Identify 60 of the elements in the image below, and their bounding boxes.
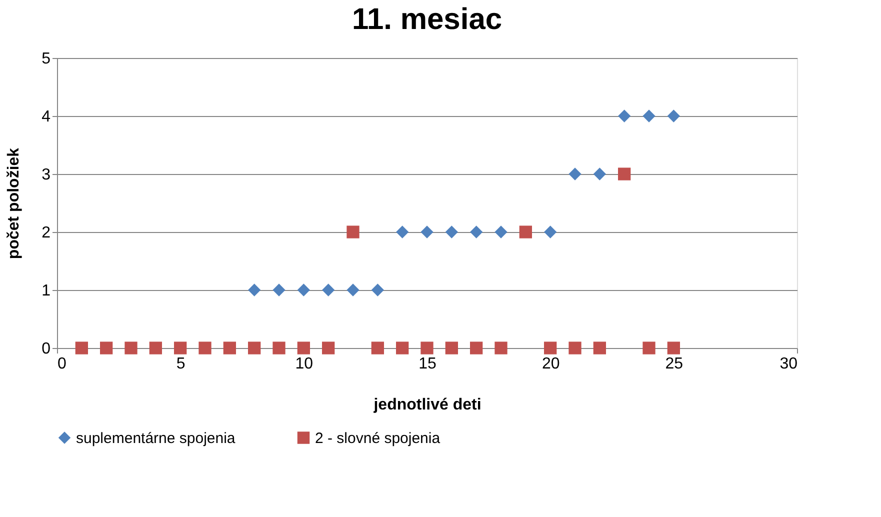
- y-tick-label: 4: [42, 108, 51, 126]
- point: [544, 342, 557, 354]
- y-axis-title: počet položiek: [6, 148, 23, 260]
- point: [420, 226, 434, 238]
- point: [618, 168, 631, 180]
- point: [494, 342, 508, 354]
- x-axis-title: jednotlivé deti: [372, 396, 482, 414]
- point: [149, 342, 162, 354]
- point: [470, 342, 483, 354]
- y-tick-label: 5: [42, 50, 51, 68]
- point: [420, 342, 434, 354]
- point: [568, 168, 582, 180]
- point: [593, 342, 606, 354]
- point: [174, 342, 187, 354]
- point: [198, 342, 212, 354]
- y-tick-label: 2: [42, 224, 51, 242]
- point: [618, 110, 631, 122]
- y-tick-label: 1: [42, 282, 51, 300]
- point: [124, 342, 138, 354]
- point: [568, 342, 582, 354]
- point: [494, 226, 508, 238]
- point: [667, 342, 680, 354]
- point: [75, 342, 88, 354]
- point: [346, 284, 360, 296]
- point: [100, 342, 113, 354]
- point: [445, 226, 458, 238]
- legend-label: 2 - slovné spojenia: [315, 430, 441, 447]
- point: [544, 226, 557, 238]
- point: [470, 226, 483, 238]
- point: [593, 168, 606, 180]
- point: [272, 342, 286, 354]
- point: [297, 342, 310, 354]
- point: [642, 110, 656, 122]
- point: [248, 284, 261, 296]
- y-tick-label: 0: [42, 340, 51, 358]
- point: [322, 284, 335, 296]
- point: [346, 226, 360, 238]
- point: [248, 342, 261, 354]
- point: [396, 342, 409, 354]
- x-tick-label: 0: [58, 356, 66, 372]
- x-tick-label: 10: [295, 356, 314, 372]
- point: [223, 342, 236, 354]
- point: [297, 284, 310, 296]
- point: [642, 342, 656, 354]
- point: [445, 342, 458, 354]
- point: [322, 342, 335, 354]
- y-tick-label: 3: [42, 166, 51, 184]
- chart-title: 11. mesiac: [352, 3, 502, 36]
- point: [667, 110, 680, 122]
- x-tick-label: 30: [780, 356, 798, 372]
- x-tick-label: 5: [176, 356, 186, 372]
- point: [519, 226, 532, 238]
- point: [272, 284, 286, 296]
- point: [371, 284, 384, 296]
- x-tick-label: 20: [542, 356, 560, 372]
- point: [371, 342, 384, 354]
- point: [396, 226, 409, 238]
- x-tick-label: 25: [665, 356, 684, 372]
- x-tick-label: 15: [418, 356, 436, 372]
- legend-label: suplementárne spojenia: [76, 430, 236, 447]
